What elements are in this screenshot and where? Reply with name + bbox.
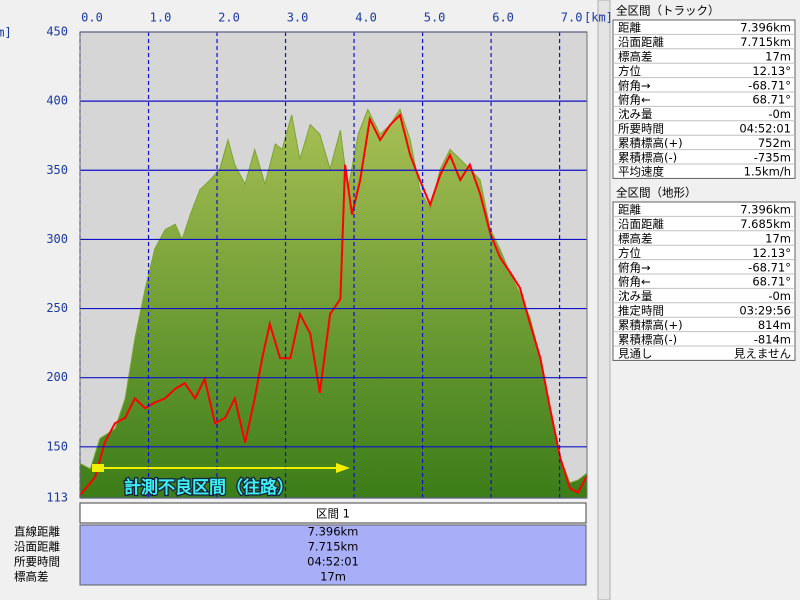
row-value: 04:52:01	[307, 555, 359, 569]
panel-value: 752m	[758, 136, 791, 150]
panel-label: 推定時間	[618, 304, 664, 318]
panel-label: 標高差	[618, 50, 653, 64]
panel-value: 03:29:56	[739, 304, 791, 318]
panel-title: 全区間（地形）	[616, 186, 697, 200]
row-label: 所要時間	[14, 555, 60, 569]
plot-frame	[79, 31, 588, 499]
x-tick-label: 5.0	[424, 11, 446, 25]
panel-value: -0m	[768, 107, 791, 121]
x-unit-label: [km]	[584, 11, 613, 25]
x-tick-label: 7.0	[561, 11, 583, 25]
panel-value: 7.396km	[740, 21, 791, 35]
panel-label: 距離	[618, 203, 641, 217]
y-unit-label: [m]	[0, 26, 12, 40]
panel-value: -735m	[754, 150, 791, 164]
panel-value: 7.715km	[740, 35, 791, 49]
panel-value: 1.5km/h	[744, 165, 791, 179]
panel-label: 沿面距離	[618, 217, 664, 231]
panel-value: -0m	[768, 289, 791, 303]
panel-value: 12.13°	[752, 246, 791, 260]
panel-value: 17m	[765, 232, 791, 246]
panel-label: 俯角←	[618, 93, 651, 107]
panel-value: -68.71°	[748, 78, 791, 92]
x-tick-label: 6.0	[492, 11, 514, 25]
panel-box	[612, 201, 796, 361]
table-header-text: 区間 1	[316, 507, 350, 521]
panel-label: 累積標高(-)	[618, 150, 677, 164]
panel-value: 814m	[758, 318, 791, 332]
panel-label: 所要時間	[618, 122, 664, 136]
x-tick-label: 1.0	[150, 11, 172, 25]
row-value: 7.396km	[308, 525, 359, 539]
panel-value: 12.13°	[752, 64, 791, 78]
panel-label: 見通し	[618, 347, 653, 361]
panel-label: 俯角→	[618, 260, 651, 274]
panel-label: 沈み量	[618, 289, 653, 303]
panel-label: 沿面距離	[618, 35, 664, 49]
x-tick-label: 0.0	[81, 11, 103, 25]
table-header	[79, 502, 587, 524]
panel-label: 距離	[618, 21, 641, 35]
panel-box	[612, 19, 796, 179]
panel-value: 見えません	[734, 347, 791, 361]
track-line	[79, 113, 588, 496]
panel-title: 全区間（トラック）	[616, 4, 720, 18]
row-label: 標高差	[14, 570, 49, 584]
y-tick-label: 250	[46, 301, 68, 315]
panel-value: 7.396km	[740, 203, 791, 217]
panel-value: 17m	[765, 50, 791, 64]
y-tick-label: 150	[46, 439, 68, 453]
panel-label: 方位	[618, 64, 641, 78]
panel-label: 累積標高(+)	[618, 136, 683, 150]
panel-label: 沈み量	[618, 107, 653, 121]
x-tick-label: 3.0	[287, 11, 309, 25]
panel-value: -68.71°	[748, 260, 791, 274]
panel-label: 平均速度	[618, 165, 664, 179]
panel-label: 俯角→	[618, 78, 651, 92]
x-tick-label: 2.0	[218, 11, 240, 25]
panel-label: 累積標高(+)	[618, 318, 683, 332]
annotation: 計測不良区間（往路）	[124, 477, 294, 498]
y-tick-label: 300	[46, 232, 68, 246]
panel-value: 7.685km	[740, 217, 791, 231]
row-label: 沿面距離	[14, 540, 60, 554]
splitter[interactable]	[597, 0, 611, 600]
y-tick-label: 400	[46, 94, 68, 108]
y-tick-label: 450	[46, 25, 68, 39]
panel-value: 68.71°	[752, 93, 791, 107]
panel-value: -814m	[754, 332, 791, 346]
annotation-arrowhead	[336, 463, 350, 473]
row-label: 直線距離	[14, 525, 60, 539]
y-tick-label: 200	[46, 370, 68, 384]
table-body	[79, 524, 587, 586]
panel-label: 累積標高(-)	[618, 332, 677, 346]
row-value: 7.715km	[308, 540, 359, 554]
terrain-area	[79, 108, 588, 499]
panel-value: 68.71°	[752, 275, 791, 289]
panel-label: 俯角←	[618, 275, 651, 289]
marker	[92, 464, 104, 472]
y-tick-label: 113	[46, 491, 68, 505]
x-tick-label: 4.0	[355, 11, 377, 25]
y-tick-label: 350	[46, 163, 68, 177]
panel-label: 標高差	[618, 232, 653, 246]
row-value: 17m	[320, 570, 346, 584]
panel-value: 04:52:01	[739, 122, 791, 136]
panel-label: 方位	[618, 246, 641, 260]
